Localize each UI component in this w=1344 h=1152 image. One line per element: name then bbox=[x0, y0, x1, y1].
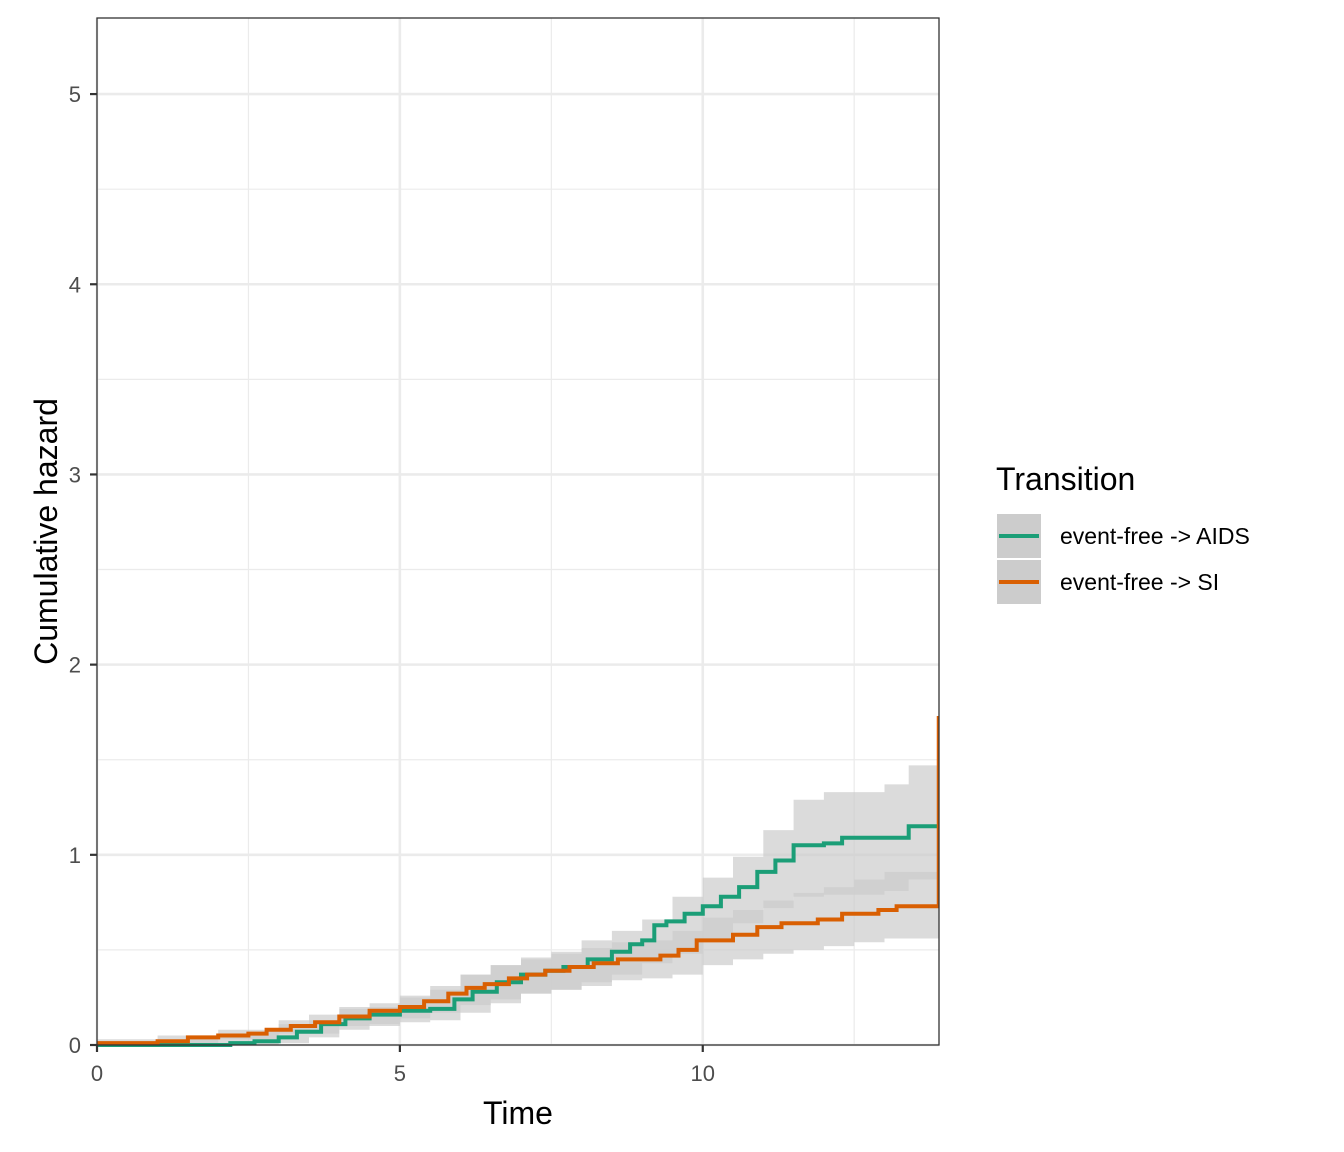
series-line-0 bbox=[97, 824, 939, 1047]
y-tick-label: 1 bbox=[69, 843, 81, 868]
legend-item-0: event-free -> AIDS bbox=[997, 514, 1250, 558]
y-axis-title: Cumulative hazard bbox=[28, 398, 64, 665]
panel-border bbox=[96, 17, 940, 1046]
series-line-1 bbox=[97, 904, 939, 1046]
y-tick-label: 3 bbox=[69, 462, 81, 487]
y-axis-ticks: 0 1 2 3 4 5 bbox=[69, 82, 97, 1058]
legend-label: event-free -> AIDS bbox=[1060, 523, 1250, 549]
x-axis-title: Time bbox=[483, 1095, 553, 1131]
series-lines bbox=[97, 715, 940, 1047]
ci-band-1 bbox=[97, 868, 939, 1045]
legend-label: event-free -> SI bbox=[1060, 569, 1219, 595]
y-tick-label: 0 bbox=[69, 1033, 81, 1058]
x-axis-ticks: 0 5 10 bbox=[91, 1045, 715, 1086]
legend-title: Transition bbox=[996, 461, 1135, 497]
legend: Transition event-free -> AIDSevent-free … bbox=[996, 461, 1250, 604]
y-tick-label: 5 bbox=[69, 82, 81, 107]
y-tick-label: 4 bbox=[69, 272, 81, 297]
confidence-bands bbox=[97, 765, 939, 1045]
legend-item-1: event-free -> SI bbox=[997, 560, 1219, 604]
y-tick-label: 2 bbox=[69, 653, 81, 678]
x-tick-label: 0 bbox=[91, 1061, 103, 1086]
grid-minor bbox=[97, 18, 939, 1045]
legend-items: event-free -> AIDS event-free -> SI bbox=[997, 514, 1250, 604]
x-tick-label: 5 bbox=[394, 1061, 406, 1086]
x-tick-label: 10 bbox=[691, 1061, 715, 1086]
